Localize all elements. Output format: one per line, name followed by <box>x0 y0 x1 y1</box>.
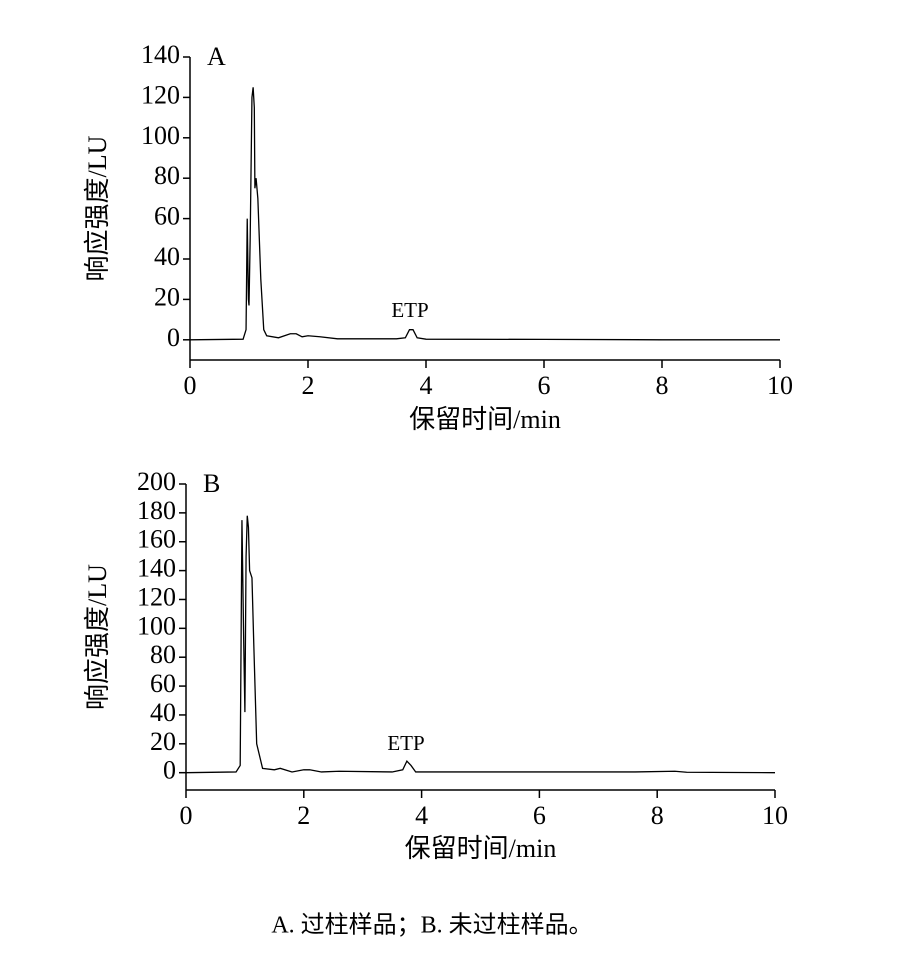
x-tick-label: 4 <box>420 371 433 400</box>
y-tick-label: 40 <box>154 242 180 271</box>
x-axis-title: 保留时间/min <box>409 405 561 434</box>
x-axis-title: 保留时间/min <box>405 834 557 863</box>
x-tick-label: 6 <box>538 371 551 400</box>
y-tick-label: 200 <box>137 467 176 496</box>
trace <box>185 515 776 774</box>
x-tick-label: 8 <box>656 371 669 400</box>
y-tick-label: 0 <box>163 756 176 785</box>
x-tick-label: 0 <box>180 801 193 830</box>
trace <box>189 87 780 341</box>
y-tick-label: 180 <box>137 496 176 525</box>
y-tick-label: 100 <box>141 121 180 150</box>
y-tick-label: 60 <box>150 669 176 698</box>
y-tick-label: 80 <box>150 640 176 669</box>
x-tick-label: 6 <box>533 801 546 830</box>
x-tick-label: 2 <box>302 371 315 400</box>
panel-label: A <box>207 42 226 71</box>
y-tick-label: 60 <box>154 202 180 231</box>
x-tick-label: 10 <box>767 371 793 400</box>
panel-label: B <box>203 469 220 498</box>
y-tick-label: 20 <box>150 727 176 756</box>
y-tick-label: 20 <box>154 282 180 311</box>
x-tick-label: 10 <box>762 801 788 830</box>
y-tick-label: 160 <box>137 525 176 554</box>
x-tick-label: 8 <box>651 801 664 830</box>
caption: A. 过柱样品；B. 未过柱样品。 <box>271 912 592 939</box>
y-tick-label: 100 <box>137 611 176 640</box>
y-tick-label: 0 <box>167 323 180 352</box>
y-axis-title: 响应强度/LU <box>83 564 112 710</box>
x-tick-label: 2 <box>297 801 310 830</box>
y-tick-label: 40 <box>150 698 176 727</box>
x-tick-label: 0 <box>184 371 197 400</box>
peak-annotation: ETP <box>391 298 428 322</box>
y-tick-label: 140 <box>141 40 180 69</box>
y-tick-label: 140 <box>137 554 176 583</box>
peak-annotation: ETP <box>387 731 424 755</box>
y-tick-label: 120 <box>141 80 180 109</box>
y-tick-label: 120 <box>137 582 176 611</box>
x-tick-label: 4 <box>415 801 428 830</box>
y-axis-title: 响应强度/LU <box>83 135 112 281</box>
y-tick-label: 80 <box>154 161 180 190</box>
